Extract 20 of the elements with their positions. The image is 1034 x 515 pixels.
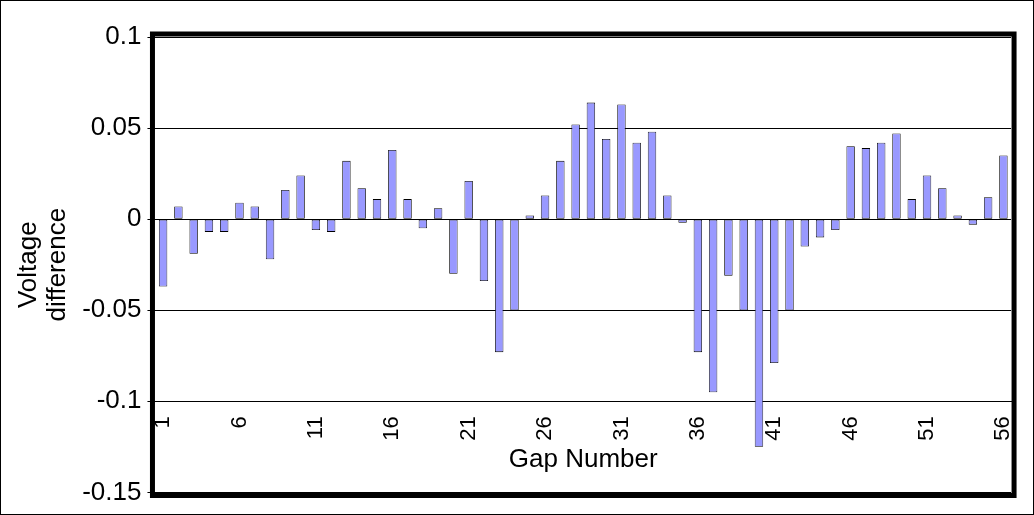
y-tick-label: 0 (126, 202, 142, 233)
x-axis-title: Gap Number (508, 442, 659, 473)
x-tick-label: 16 (378, 416, 404, 441)
x-tick-label: 41 (760, 416, 786, 441)
y-tick-label: 0.1 (105, 20, 142, 51)
x-tick-label: 46 (836, 416, 862, 441)
x-tick-label: 31 (607, 416, 633, 441)
x-tick-label: 51 (913, 416, 939, 441)
x-tick-label: 11 (301, 416, 327, 440)
y-tick-label: -0.1 (96, 384, 142, 415)
y-tick-label: -0.15 (82, 475, 142, 506)
y-axis-title: Voltage difference (12, 207, 72, 322)
x-tick-label: 56 (989, 416, 1015, 441)
x-tick-label: 21 (454, 416, 480, 441)
y-tick-label: -0.05 (82, 293, 142, 324)
x-tick-label: 1 (149, 416, 175, 429)
x-tick-label: 6 (225, 416, 251, 429)
x-tick-label: 36 (683, 416, 709, 441)
x-tick-label: 26 (531, 416, 557, 441)
y-tick-label: 0.05 (90, 111, 142, 142)
